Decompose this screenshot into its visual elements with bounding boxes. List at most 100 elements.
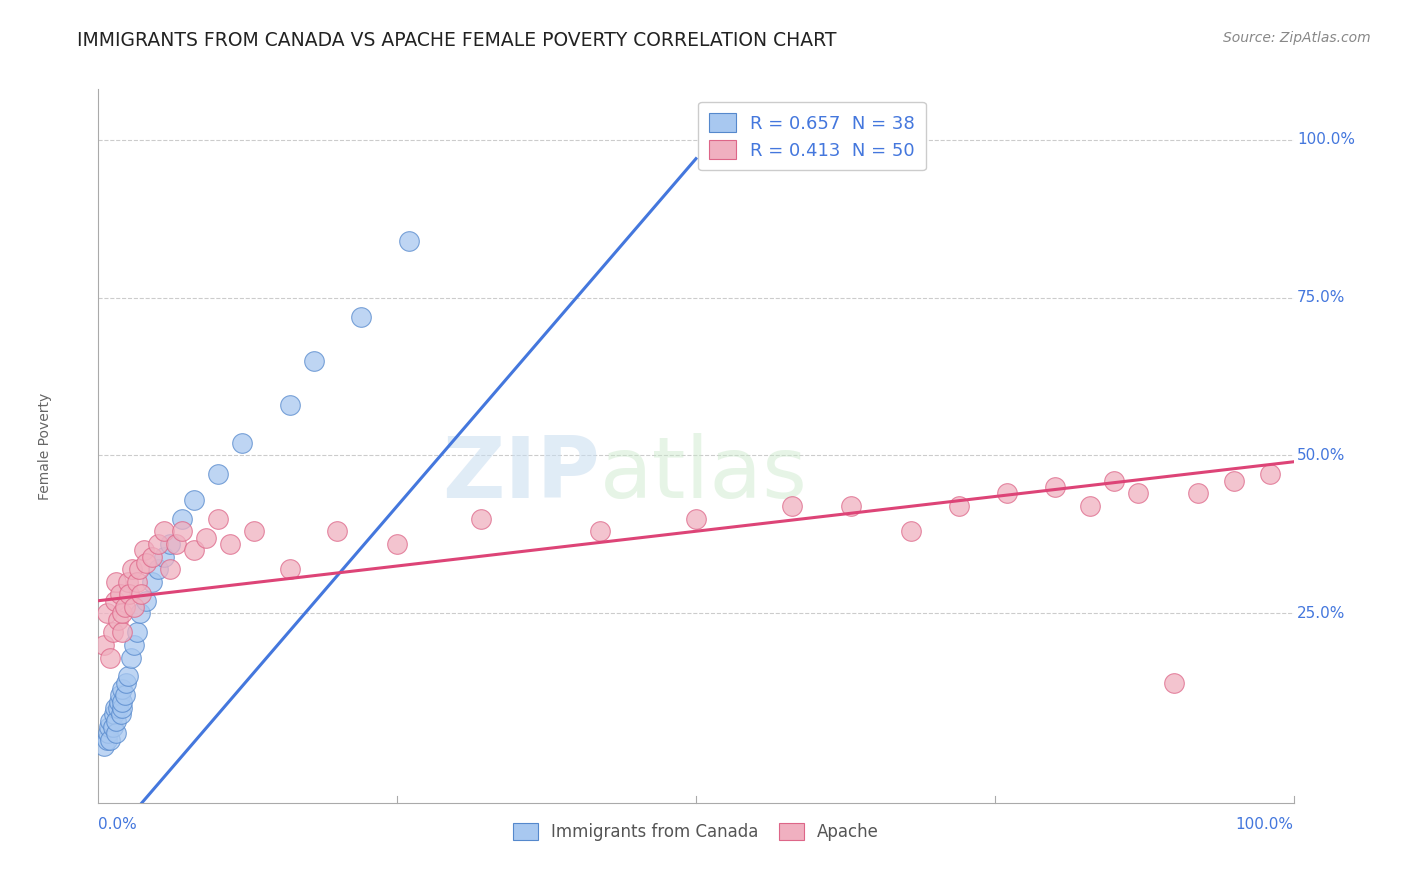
Text: 0.0%: 0.0% (98, 817, 138, 831)
Point (995, 486, 1018, 500)
Point (128, 562, 150, 576)
Point (1258, 467, 1281, 482)
Point (98, 650, 122, 665)
Point (97, 726, 120, 740)
Point (243, 524, 266, 539)
Point (121, 562, 143, 576)
Point (1223, 474, 1246, 488)
Text: ZIP: ZIP (443, 433, 600, 516)
Point (219, 537, 242, 551)
Point (98, 720, 121, 734)
Point (124, 600, 146, 615)
Point (108, 587, 131, 601)
Point (98, 714, 122, 728)
Point (118, 587, 141, 601)
Text: 50.0%: 50.0% (1298, 448, 1346, 463)
Point (1128, 486, 1150, 500)
Text: Female Poverty: Female Poverty (38, 392, 52, 500)
Point (948, 499, 970, 513)
Point (96, 607, 118, 621)
Point (107, 701, 129, 715)
Point (1080, 499, 1102, 513)
Text: 100.0%: 100.0% (1298, 132, 1355, 147)
Point (108, 689, 131, 703)
Point (172, 511, 194, 525)
Point (93, 739, 115, 753)
Point (183, 543, 205, 558)
Text: atlas: atlas (600, 433, 808, 516)
Point (159, 562, 181, 576)
Point (125, 574, 148, 589)
Point (111, 607, 134, 621)
Point (101, 625, 124, 640)
Point (117, 574, 139, 589)
Point (148, 537, 170, 551)
Point (165, 537, 187, 551)
Point (129, 607, 152, 621)
Point (111, 682, 134, 697)
Text: Source: ZipAtlas.com: Source: ZipAtlas.com (1223, 31, 1371, 45)
Point (114, 600, 136, 615)
Point (470, 511, 492, 525)
Point (141, 574, 163, 589)
Point (111, 625, 134, 640)
Point (111, 695, 134, 709)
Text: 100.0%: 100.0% (1236, 817, 1294, 831)
Point (96, 732, 118, 747)
Text: 25.0%: 25.0% (1298, 606, 1346, 621)
Point (153, 524, 176, 539)
Point (107, 695, 129, 709)
Point (350, 310, 373, 324)
Point (195, 531, 218, 545)
Point (398, 234, 420, 248)
Point (135, 593, 157, 607)
Point (172, 524, 194, 539)
Point (115, 675, 138, 690)
Point (207, 511, 229, 525)
Point (1104, 474, 1126, 488)
Point (385, 537, 409, 551)
Point (183, 492, 205, 507)
Point (103, 707, 125, 722)
Point (231, 435, 253, 450)
Point (159, 537, 181, 551)
Point (104, 701, 127, 715)
Point (900, 524, 922, 539)
Point (93, 638, 115, 652)
Point (125, 625, 148, 640)
Point (841, 499, 863, 513)
Point (135, 556, 157, 570)
Text: 75.0%: 75.0% (1298, 290, 1346, 305)
Point (105, 574, 128, 589)
Point (107, 613, 129, 627)
Point (117, 669, 139, 683)
Point (148, 562, 170, 576)
Point (1187, 486, 1209, 500)
Point (278, 562, 301, 576)
Point (101, 720, 124, 734)
Point (780, 499, 803, 513)
Point (278, 398, 301, 412)
Text: IMMIGRANTS FROM CANADA VS APACHE FEMALE POVERTY CORRELATION CHART: IMMIGRANTS FROM CANADA VS APACHE FEMALE … (77, 31, 837, 50)
Point (98, 732, 122, 747)
Point (141, 549, 163, 564)
Point (114, 689, 136, 703)
Point (153, 549, 176, 564)
Point (105, 726, 128, 740)
Point (104, 593, 127, 607)
Point (1043, 480, 1066, 494)
Point (589, 524, 612, 539)
Legend: Immigrants from Canada, Apache: Immigrants from Canada, Apache (506, 816, 886, 848)
Point (1163, 675, 1185, 690)
Point (120, 650, 142, 665)
Point (326, 524, 349, 539)
Point (111, 701, 134, 715)
Point (207, 467, 229, 482)
Point (302, 353, 325, 368)
Point (685, 511, 707, 525)
Point (105, 714, 128, 728)
Point (131, 587, 153, 601)
Point (132, 543, 155, 558)
Point (110, 707, 132, 722)
Point (124, 638, 146, 652)
